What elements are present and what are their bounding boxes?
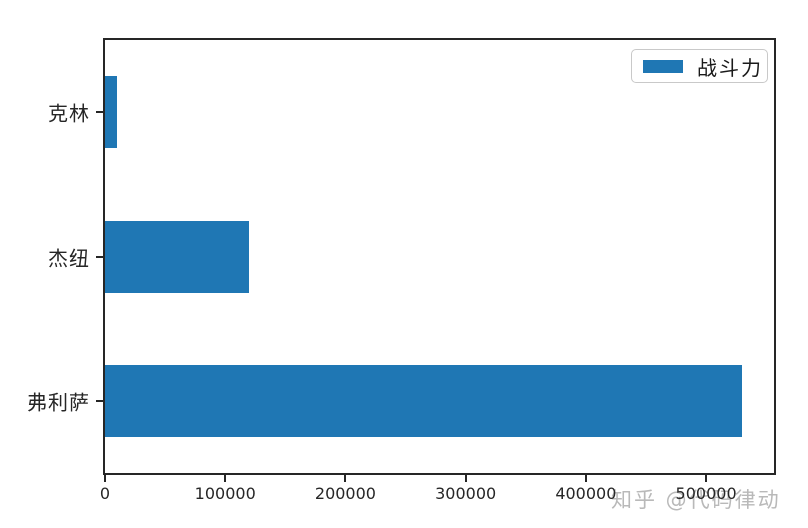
bar-弗利萨 — [105, 364, 743, 437]
legend-swatch — [643, 59, 683, 73]
x-tick-label: 500000 — [675, 484, 737, 503]
x-tick-label: 100000 — [194, 484, 256, 503]
y-tick-label: 弗利萨 — [27, 390, 90, 415]
x-tick-label: 0 — [99, 484, 111, 503]
y-tick-label: 杰纽 — [48, 246, 90, 270]
plot-area: 战斗力 克林杰纽弗利萨 0 100000 200000 300000 400000 5000… — [27, 38, 776, 503]
bar-克林 — [105, 76, 118, 149]
x-tick — [705, 475, 708, 482]
x-tick-label: 400000 — [555, 484, 617, 503]
y-tick — [96, 255, 103, 258]
legend: 战斗力 — [631, 49, 768, 83]
x-tick — [224, 475, 227, 482]
y-tick — [96, 399, 103, 402]
bar-杰纽 — [105, 220, 250, 293]
x-tick — [344, 475, 347, 482]
x-tick — [584, 475, 587, 482]
x-tick — [104, 475, 106, 482]
x-tick-label: 200000 — [314, 484, 376, 503]
x-tick — [464, 475, 467, 482]
y-tick-label: 克林 — [48, 101, 90, 126]
y-tick — [96, 111, 103, 114]
legend-label: 战斗力 — [697, 55, 763, 80]
x-tick-label: 300000 — [435, 484, 497, 503]
watermark: 知乎 @代码律动 — [611, 488, 781, 512]
